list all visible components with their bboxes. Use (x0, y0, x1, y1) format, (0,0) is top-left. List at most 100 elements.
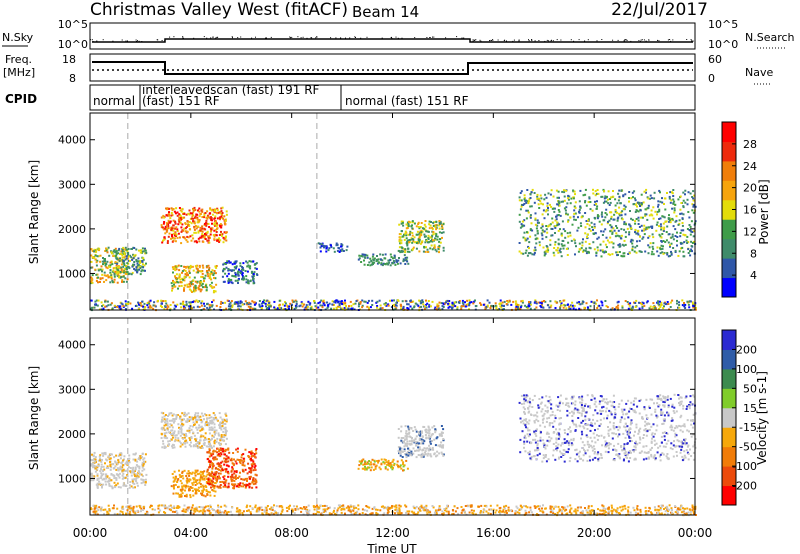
echo-cell (143, 264, 146, 267)
echo-cell (122, 459, 125, 462)
echo-cell (248, 451, 251, 454)
nsky-sample (141, 41, 143, 42)
echo-cell (200, 418, 203, 421)
echo-cell (142, 269, 145, 272)
echo-cell (161, 416, 164, 419)
echo-cell (93, 461, 96, 464)
echo-cell (110, 453, 113, 456)
echo-cell (634, 231, 636, 234)
echo-cell (551, 221, 554, 224)
echo-cell (534, 217, 537, 220)
echo-cell (177, 437, 180, 440)
figure-title: Christmas Valley West (fitACF) (90, 0, 348, 20)
echo-cell (620, 189, 623, 192)
echo-cell (516, 307, 519, 310)
echo-cell (209, 443, 211, 446)
echo-cell (438, 238, 441, 241)
echo-cell (468, 511, 471, 514)
echo-cell (250, 466, 253, 469)
echo-cell (282, 308, 285, 311)
echo-cell (176, 414, 179, 416)
echo-cell (554, 241, 557, 244)
echo-cell (223, 457, 226, 460)
echo-cell (254, 473, 257, 476)
echo-cell (643, 227, 646, 230)
echo-cell (662, 215, 665, 218)
echo-cell (124, 300, 127, 303)
echo-cell (572, 189, 575, 192)
echo-cell (232, 468, 234, 471)
echo-cell (559, 247, 562, 250)
echo-cell (614, 198, 617, 201)
echo-cell (201, 230, 204, 233)
echo-cell (110, 479, 113, 482)
echo-cell (172, 237, 175, 240)
echo-cell (104, 453, 107, 456)
echo-cell (252, 469, 255, 472)
echo-cell (239, 270, 242, 273)
echo-cell (646, 228, 649, 230)
echo-cell (200, 425, 203, 428)
echo-cell (652, 302, 655, 305)
echo-cell (251, 270, 253, 273)
echo-cell (322, 508, 325, 511)
echo-cell (286, 305, 289, 308)
echo-cell (198, 306, 201, 308)
echo-cell (140, 473, 143, 476)
echo-cell (185, 271, 188, 274)
echo-cell (123, 268, 126, 270)
echo-cell (141, 478, 144, 481)
echo-cell (211, 467, 214, 470)
echo-cell (222, 422, 225, 425)
echo-cell (219, 421, 222, 424)
echo-cell (584, 193, 587, 196)
echo-cell (219, 466, 222, 469)
echo-cell (163, 432, 166, 435)
echo-cell (539, 194, 542, 197)
echo-cell (221, 439, 224, 442)
echo-cell (679, 232, 682, 234)
echo-cell (680, 229, 683, 232)
echo-cell (196, 213, 199, 216)
echo-cell (227, 472, 230, 475)
echo-cell (185, 495, 188, 498)
echo-cell (366, 264, 369, 266)
echo-cell (637, 216, 640, 219)
echo-cell (533, 308, 536, 311)
echo-cell (252, 479, 255, 482)
echo-cell (96, 473, 99, 476)
echo-cell (563, 189, 565, 192)
echo-cell (172, 281, 175, 284)
echo-cell (658, 225, 660, 228)
echo-cell (91, 453, 93, 456)
echo-cell (565, 189, 568, 192)
echo-cell (216, 239, 219, 242)
echo-cell (345, 308, 348, 311)
echo-cell (405, 234, 408, 237)
echo-cell (174, 275, 176, 278)
echo-cell (161, 226, 164, 229)
echo-cell (117, 461, 120, 464)
echo-cell (224, 461, 227, 463)
nsky-sample (92, 41, 94, 42)
echo-cell (251, 481, 254, 484)
echo-cell (663, 197, 666, 200)
echo-cell (163, 421, 166, 424)
echo-cell (174, 478, 177, 481)
echo-cell (121, 279, 124, 282)
echo-cell (549, 243, 552, 246)
echo-cell (570, 305, 573, 308)
echo-cell (602, 188, 605, 191)
echo-cell (684, 201, 687, 204)
echo-cell (91, 459, 94, 462)
echo-cell (470, 301, 473, 304)
echo-cell (173, 307, 176, 310)
echo-cell (196, 445, 199, 448)
echo-cell (665, 231, 668, 233)
echo-cell (131, 271, 134, 274)
echo-cell (108, 480, 110, 482)
echo-cell (216, 419, 219, 422)
nsky-sample (546, 39, 548, 41)
echo-cell (431, 230, 434, 233)
